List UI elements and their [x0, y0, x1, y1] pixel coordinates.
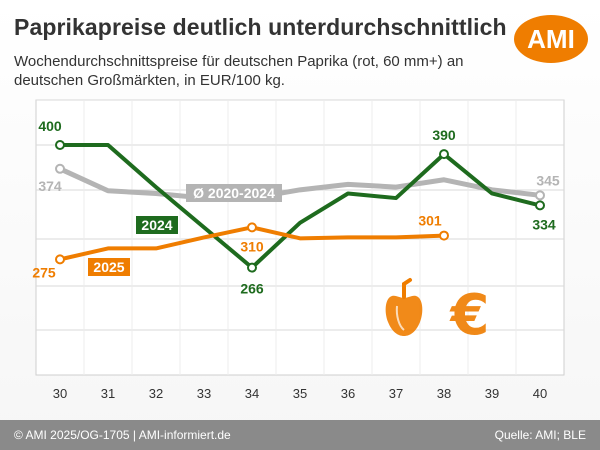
series-label-box — [88, 258, 130, 276]
data-point-marker — [55, 140, 65, 150]
data-point-marker — [55, 163, 65, 174]
data-point-marker — [535, 200, 545, 211]
x-tick-label: 35 — [293, 386, 307, 401]
data-label: 301 — [418, 213, 442, 229]
x-tick-label: 40 — [533, 386, 547, 401]
series-label-box — [136, 216, 178, 234]
x-tick-label: 36 — [341, 386, 355, 401]
data-label: 345 — [536, 172, 560, 188]
x-tick-label: 39 — [485, 386, 499, 401]
x-tick-label: 31 — [101, 386, 115, 401]
data-label: 400 — [38, 118, 62, 134]
x-tick-label: 32 — [149, 386, 163, 401]
data-label: 374 — [38, 178, 62, 194]
x-tick-label: 34 — [245, 386, 259, 401]
data-point-marker — [439, 230, 449, 241]
line-chart: 30 31 32 33 34 35 36 37 38 39 40 €400 374 275 266 310 39… — [32, 99, 565, 401]
data-point-marker — [247, 262, 257, 273]
series-label: Ø 2020-2024 — [193, 185, 275, 201]
series-label: 2024 — [141, 217, 172, 233]
chart-title: Paprikapreise deutlich unterdurchschnitt… — [14, 14, 507, 40]
data-point-marker — [55, 254, 65, 265]
ami-logo: AMI — [514, 15, 588, 63]
x-tick-label: 37 — [389, 386, 403, 401]
x-tick-label: 38 — [437, 386, 451, 401]
series-line--2020-2024 — [57, 166, 543, 201]
footer-copyright: © AMI 2025/OG-1705 | AMI-informiert.de — [14, 428, 231, 442]
data-point-marker — [247, 222, 257, 233]
series-label: 2025 — [93, 259, 124, 275]
paprika-icon — [385, 278, 423, 336]
data-label: 390 — [432, 127, 456, 143]
series-line-2024 — [58, 143, 542, 270]
x-tick-label: 30 — [53, 386, 67, 401]
footer-source: Quelle: AMI; BLE — [494, 428, 586, 442]
x-tick-label: 33 — [197, 386, 211, 401]
data-point-marker — [535, 190, 545, 201]
data-label: 334 — [532, 216, 556, 232]
data-label: 275 — [32, 264, 56, 280]
series-label-box — [186, 184, 282, 202]
footer-bar: © AMI 2025/OG-1705 | AMI-informiert.de Q… — [0, 420, 600, 450]
data-label: 266 — [240, 281, 264, 297]
euro-icon: € — [449, 283, 490, 348]
data-point-marker — [439, 149, 449, 160]
chart-subtitle: Wochendurchschnittspreise für deutschen … — [14, 53, 464, 89]
data-label: 310 — [240, 238, 264, 254]
